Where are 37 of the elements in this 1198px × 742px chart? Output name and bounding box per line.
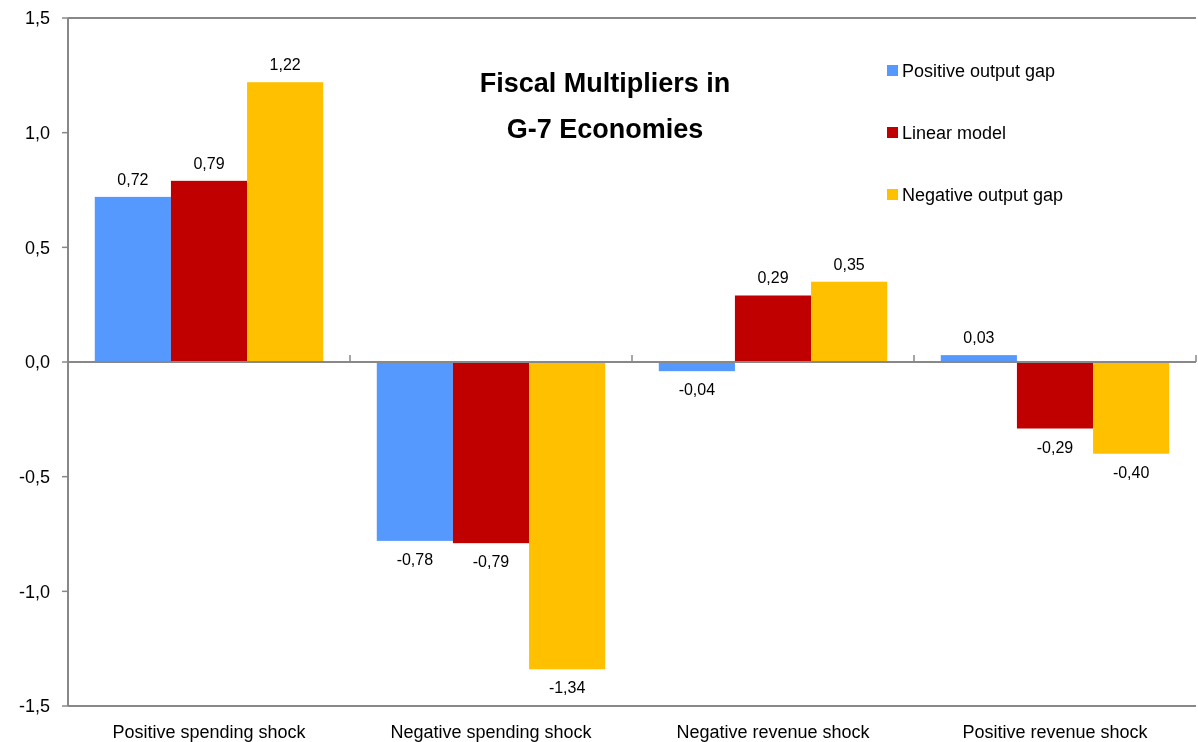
y-tick-label: 0,0 [24,352,50,373]
data-label: -0,04 [678,381,716,399]
bar [247,82,324,362]
bar [811,281,888,362]
bar [376,362,453,541]
bar [1093,362,1170,454]
y-tick-label: 1,0 [24,122,50,143]
data-label: 0,72 [117,170,149,188]
bar [734,295,812,362]
text: Fiscal Multipliers in G-7 Economies [479,68,731,144]
x-tick-label: Negative spending shock [390,722,593,742]
data-label: 0,03 [963,329,995,347]
data-label: 0,29 [757,269,789,287]
x-tick-label: Positive revenue shock [962,722,1149,742]
bar [452,362,530,544]
data-label: -1,34 [548,679,586,697]
y-tick-label: -0,5 [18,466,50,487]
data-label: -0,79 [472,553,510,571]
bar [170,180,248,362]
y-tick-label: 0,5 [24,237,50,258]
bar [1016,362,1094,429]
data-label: 0,79 [193,154,225,172]
legend-label: Linear model [902,123,1007,144]
legend-label: Positive output gap [902,61,1056,82]
y-tick-label: -1,0 [18,581,50,602]
data-label: 1,22 [269,56,301,74]
x-tick-label: Positive spending shock [112,722,307,742]
data-label: -0,78 [396,550,434,568]
data-label: -0,40 [1112,463,1150,481]
data-label: -0,29 [1036,438,1074,456]
x-tick-label: Negative revenue shock [676,722,871,742]
bar [529,362,606,670]
y-tick-label: -1,5 [18,696,50,717]
y-tick-label: 1,5 [24,8,50,29]
legend-label: Negative output gap [902,185,1064,206]
data-label: 0,35 [833,255,865,273]
bar [94,196,171,362]
